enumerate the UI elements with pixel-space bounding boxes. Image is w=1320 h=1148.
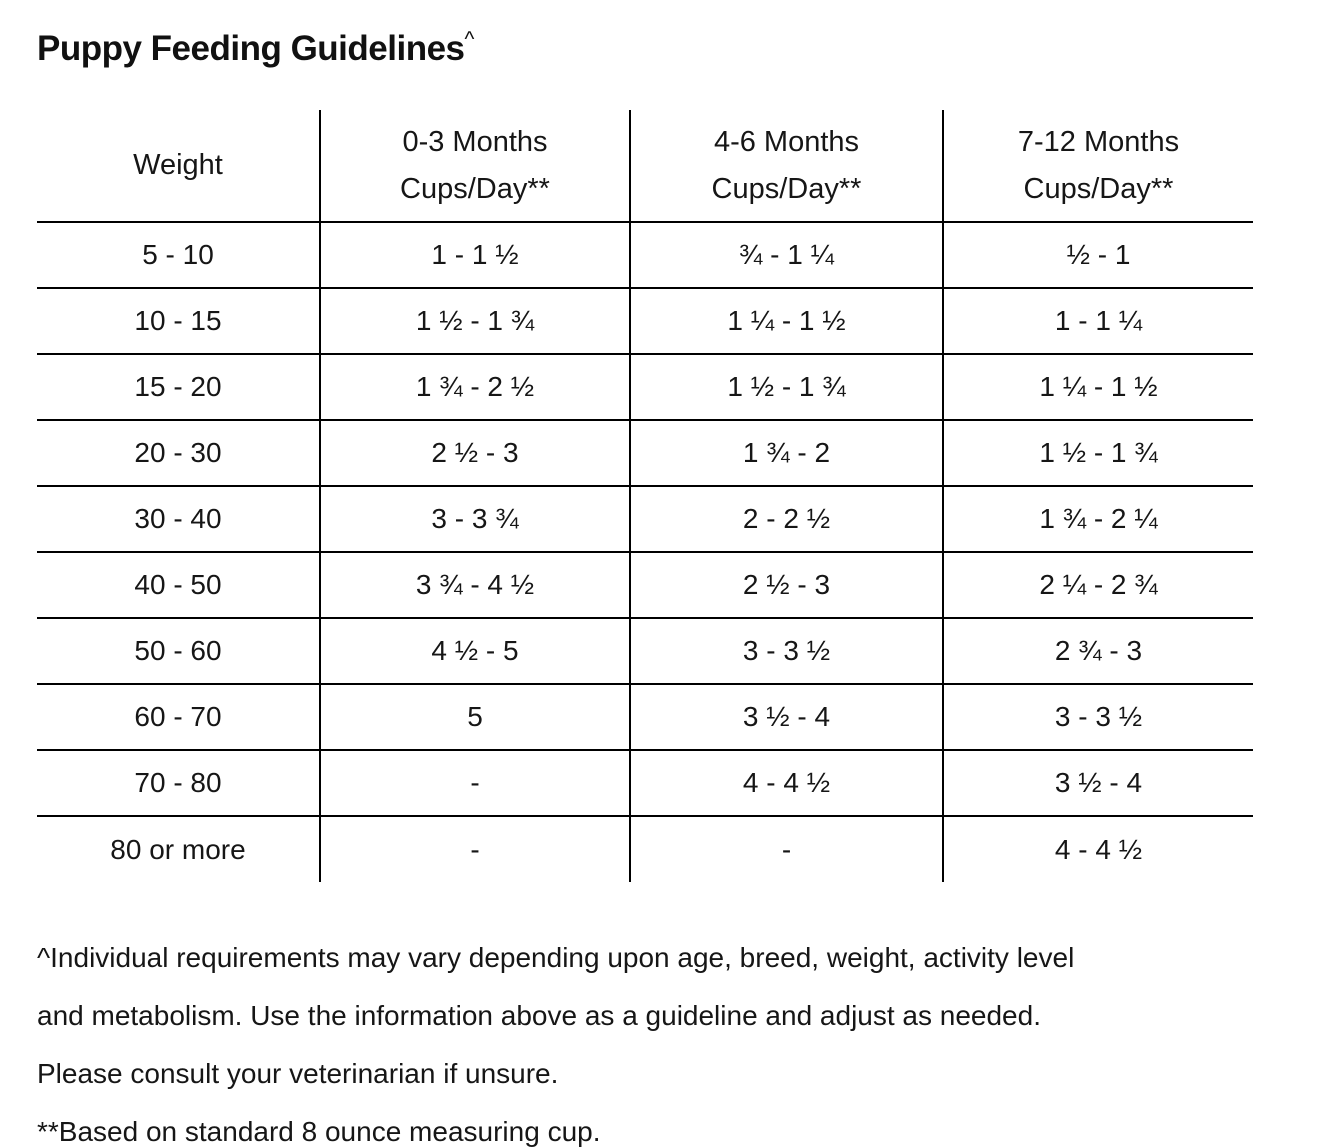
- cups-cell: 5: [319, 684, 630, 751]
- title-superscript: ^: [464, 28, 475, 51]
- weight-cell: 80 or more: [110, 833, 246, 865]
- footnote-line: Please consult your veterinarian if unsu…: [37, 1058, 559, 1089]
- cups-cell: 4 - 4 ½: [942, 816, 1253, 882]
- weight-cell: 30 - 40: [37, 486, 320, 553]
- page-title-text: Puppy Feeding Guidelines: [37, 29, 465, 68]
- header-cell-line: 7-12 Months: [1017, 125, 1180, 158]
- weight-cell: 60 - 70: [37, 684, 320, 751]
- cups-cell: 1 ¾ - 2: [629, 420, 943, 487]
- cups-cell: 1 ½ - 1 ¾: [629, 354, 943, 421]
- cups-cell: 3 ½ - 4: [629, 684, 943, 751]
- table-row: 80 or more - -4 - 4 ½: [37, 816, 1253, 882]
- cups-cell: 1 ½ - 1 ¾: [319, 288, 630, 355]
- footnote-line: ^Individual requirements may vary depend…: [37, 942, 1075, 973]
- weight-cell: 50 - 60: [37, 618, 320, 685]
- cups-cell: 3 ½ - 4: [942, 750, 1253, 817]
- cups-cell: 2 - 2 ½: [629, 486, 943, 553]
- header-cell-line: Cups/Day**: [711, 172, 862, 205]
- cups-cell: 1 ¼ - 1 ½: [629, 288, 943, 355]
- cups-cell: 1 ¾ - 2 ¼: [942, 486, 1253, 553]
- weight-cell: 5 - 10: [37, 222, 320, 289]
- cups-cell: 3 - 3 ¾: [319, 486, 630, 553]
- cups-cell: ¾ - 1 ¼: [629, 222, 943, 289]
- cups-cell: -: [629, 816, 943, 882]
- weight-cell: 10 - 15: [37, 288, 320, 355]
- weight-cell: 15 - 20: [37, 354, 320, 421]
- footnotes: ^Individual requirements may vary depend…: [37, 929, 1283, 1148]
- header-cell-line: Cups/Day**: [1023, 172, 1174, 205]
- cups-cell: 2 ½ - 3: [629, 552, 943, 619]
- cups-cell: 1 ¾ - 2 ½: [319, 354, 630, 421]
- header-cell-line: 0-3 Months: [402, 125, 548, 158]
- cups-cell: 3 - 3 ½: [629, 618, 943, 685]
- weight-cell: 40 - 50: [37, 552, 320, 619]
- cups-cell: 1 ¼ - 1 ½: [942, 354, 1253, 421]
- cups-cell: -: [319, 816, 630, 882]
- footnote-line: **Based on standard 8 ounce measuring cu…: [37, 1116, 601, 1147]
- cups-cell: 4 ½ - 5: [319, 618, 630, 685]
- header-cell-months-4-6: 4-6 Months Cups/Day**: [629, 110, 943, 223]
- cups-cell: 3 - 3 ½: [942, 684, 1253, 751]
- feeding-guidelines-table: Weight 0-3 Months Cups/Day** 4-6 Months Cups…: [37, 110, 1253, 882]
- cups-cell: -: [319, 750, 630, 817]
- cups-cell: 2 ¼ - 2 ¾: [942, 552, 1253, 619]
- header-cell-line: 4-6 Months: [713, 125, 860, 158]
- cups-cell: 4 - 4 ½: [629, 750, 943, 817]
- cups-cell: 1 - 1 ¼: [942, 288, 1253, 355]
- cups-cell: 2 ¾ - 3: [942, 618, 1253, 685]
- header-cell-line: Cups/Day**: [400, 172, 550, 205]
- weight-cell: 70 - 80: [37, 750, 320, 817]
- cups-cell: 3 ¾ - 4 ½: [319, 552, 630, 619]
- header-cell-line: Weight: [133, 149, 223, 181]
- header-cell-months-7-12: 7-12 Months Cups/Day**: [942, 110, 1253, 223]
- weight-cell: 20 - 30: [37, 420, 320, 487]
- footnote-line: and metabolism. Use the information abov…: [37, 1000, 1041, 1031]
- page-title: Puppy Feeding Guidelines^: [37, 20, 1283, 69]
- cups-cell: ½ - 1: [942, 222, 1253, 289]
- cups-cell: 2 ½ - 3: [319, 420, 630, 487]
- header-cell-weight: Weight: [37, 110, 320, 223]
- header-row: Weight 0-3 Months Cups/Day** 4-6 Months Cups…: [37, 110, 1253, 223]
- cups-cell: 1 ½ - 1 ¾: [942, 420, 1253, 487]
- cups-cell: 1 - 1 ½: [319, 222, 630, 289]
- header-cell-months-0-3: 0-3 Months Cups/Day**: [319, 110, 630, 223]
